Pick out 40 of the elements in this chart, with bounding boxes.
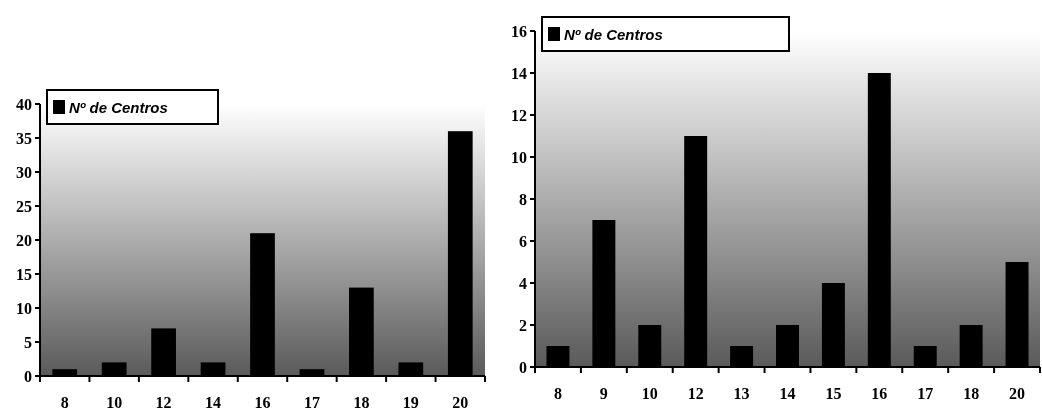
x-tick-label: 13 [733, 385, 750, 402]
x-tick-label: 18 [963, 385, 980, 402]
y-tick-label: 8 [519, 190, 527, 208]
x-tick-label: 20 [1009, 385, 1026, 402]
y-tick-label: 6 [519, 232, 527, 250]
y-tick-label: 12 [511, 106, 527, 124]
x-tick-label: 8 [60, 394, 69, 411]
y-tick-label: 0 [24, 367, 32, 385]
x-tick-label: 14 [779, 385, 796, 402]
x-tick-label: 15 [825, 385, 842, 402]
y-tick-label: 4 [519, 274, 527, 292]
y-tick-label: 20 [16, 231, 32, 249]
legend-label: Nº de Centros [564, 26, 663, 43]
x-tick-label: 10 [641, 385, 658, 402]
y-tick-label: 0 [519, 358, 527, 376]
y-tick-label: 2 [519, 316, 527, 334]
legend-label: Nº de Centros [69, 99, 168, 116]
x-tick-label: 20 [452, 394, 469, 411]
x-tick-label: 10 [106, 394, 123, 411]
x-tick-label: 12 [687, 385, 704, 402]
x-tick-label: 12 [155, 394, 172, 411]
x-tick-label: 14 [205, 394, 222, 411]
y-tick-label: 35 [16, 129, 32, 147]
x-tick-label: 16 [254, 394, 271, 411]
y-tick-label: 14 [511, 64, 527, 82]
y-tick-label: 10 [511, 148, 527, 166]
x-tick-label: 16 [871, 385, 888, 402]
y-tick-label: 15 [16, 265, 32, 283]
y-tick-label: 25 [16, 197, 32, 215]
y-tick-label: 30 [16, 163, 32, 181]
x-tick-label: 17 [303, 394, 320, 411]
x-tick-label: 18 [353, 394, 370, 411]
x-tick-label: 9 [599, 385, 608, 402]
x-tick-label: 17 [917, 385, 934, 402]
y-tick-label: 16 [511, 22, 527, 40]
y-tick-label: 10 [16, 299, 32, 317]
y-tick-label: 40 [16, 95, 32, 113]
x-tick-label: 8 [553, 385, 562, 402]
y-tick-label: 5 [24, 333, 32, 351]
x-tick-label: 19 [402, 394, 419, 411]
